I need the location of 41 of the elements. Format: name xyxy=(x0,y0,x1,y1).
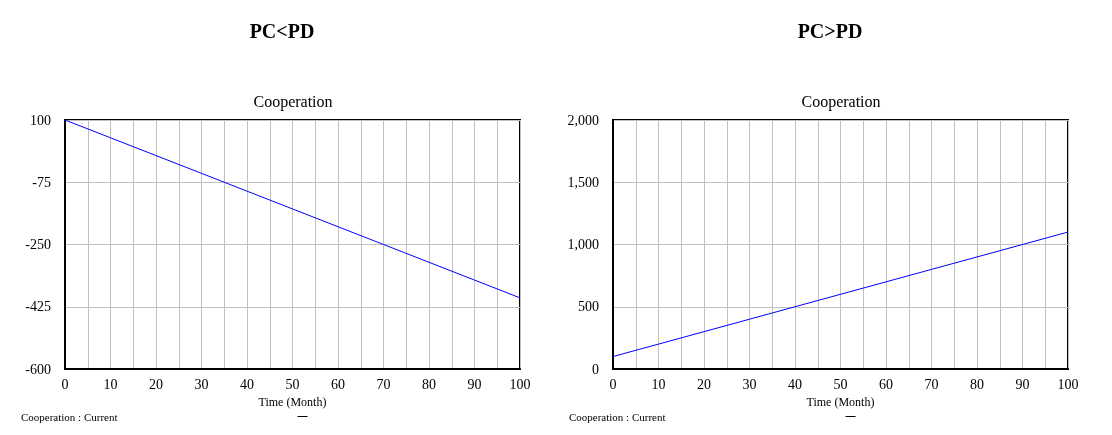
x-tick-label: 0 xyxy=(61,376,69,392)
y-tick-label: 2,000 xyxy=(567,112,599,128)
x-tick-label: 60 xyxy=(331,376,345,392)
x-tick-label: 50 xyxy=(285,376,300,392)
y-tick-label: 1,500 xyxy=(567,174,599,190)
x-tick-label: 80 xyxy=(970,376,984,392)
y-tick-label: -425 xyxy=(25,299,51,315)
y-tick-label: 100 xyxy=(30,112,51,128)
chart-subtitle: Cooperation xyxy=(801,92,881,111)
x-tick-label: 10 xyxy=(651,376,666,392)
y-tick-label: 1,000 xyxy=(567,237,599,252)
y-tick-label: -600 xyxy=(25,361,51,377)
x-tick-label: 80 xyxy=(422,376,436,392)
x-tick-label: 100 xyxy=(1057,376,1079,392)
x-tick-label: 50 xyxy=(833,376,848,392)
chart-title: PC<PD xyxy=(249,20,315,42)
x-tick-label: 0 xyxy=(609,376,617,392)
x-tick-label: 20 xyxy=(149,376,163,392)
y-tick-label: -250 xyxy=(25,237,51,252)
x-axis-title: Time (Month) xyxy=(258,394,327,409)
chart-title: PC>PD xyxy=(797,20,863,42)
x-tick-label: 90 xyxy=(1015,376,1030,392)
x-tick-label: 30 xyxy=(742,376,757,392)
text: Cooperation : Current xyxy=(20,410,118,423)
y-tick-label: 500 xyxy=(578,299,599,315)
line-series xyxy=(612,231,1069,358)
x-tick-label: 20 xyxy=(697,376,711,392)
y-tick-label: 0 xyxy=(592,361,599,377)
x-tick-label: 60 xyxy=(879,376,893,392)
text: Cooperation : Current xyxy=(568,410,666,423)
y-tick-label: -75 xyxy=(32,174,51,190)
x-tick-label: 40 xyxy=(788,376,802,392)
x-axis-title: Time (Month) xyxy=(806,394,875,409)
x-tick-label: 40 xyxy=(240,376,254,392)
x-tick-label: 90 xyxy=(467,376,482,392)
x-tick-label: 70 xyxy=(924,376,939,392)
x-tick-label: 30 xyxy=(194,376,209,392)
x-tick-label: 10 xyxy=(103,376,118,392)
x-tick-label: 70 xyxy=(376,376,391,392)
x-tick-label: 100 xyxy=(509,376,531,392)
chart-subtitle: Cooperation xyxy=(253,92,333,111)
